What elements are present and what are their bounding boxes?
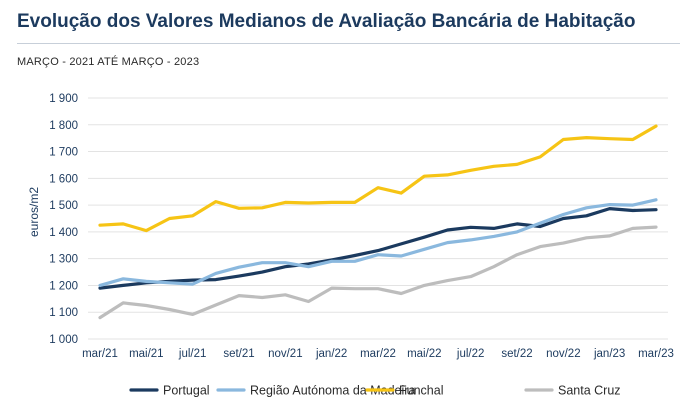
x-tick-label: nov/21	[268, 348, 303, 360]
legend: Portugal Região Autónoma da MadeiraFuncha…	[129, 384, 621, 398]
y-axis-ticks: 1 000 1 100 1 200 1 300 1 400 1 500 1 600 1 700…	[49, 93, 78, 346]
series-line-regiao-autonoma-da-madeira	[98, 198, 658, 287]
gridlines	[88, 97, 668, 340]
x-tick-label: jul/22	[456, 348, 485, 360]
x-tick-label: jul/21	[178, 348, 207, 360]
x-tick-label: set/21	[223, 348, 254, 360]
y-tick-label: 1 600	[49, 173, 78, 185]
legend-label-santa-cruz: Santa Cruz	[558, 384, 621, 398]
x-tick-label: mar/22	[360, 348, 396, 360]
y-tick-label: 1 700	[49, 147, 78, 159]
x-tick-label: jan/23	[593, 348, 625, 360]
chart-title: Evolução dos Valores Medianos de Avaliaç…	[17, 11, 636, 32]
x-tick-label: set/22	[501, 348, 532, 360]
y-axis-label: euros/m2	[27, 187, 41, 237]
y-tick-label: 1 100	[49, 307, 78, 319]
y-tick-label: 1 500	[49, 200, 78, 212]
x-tick-label: jan/22	[315, 348, 347, 360]
x-axis-ticks: mar/21 mai/21 jul/21 set/21 nov/21 jan/22 mar/…	[82, 348, 674, 360]
series-line-santa-cruz	[98, 225, 658, 320]
x-tick-label: mai/21	[129, 348, 164, 360]
x-tick-label: mai/22	[407, 348, 442, 360]
series-line-funchal	[98, 124, 658, 233]
chart-subtitle: MARÇO - 2021 ATÉ MARÇO - 2023	[17, 56, 200, 68]
legend-label-regiao-autonoma-da-madeira: Região Autónoma da Madeira	[250, 384, 415, 398]
legend-label-portugal: Portugal	[163, 384, 210, 398]
y-tick-label: 1 300	[49, 254, 78, 266]
y-tick-label: 1 800	[49, 120, 78, 132]
legend-label-funchal: Funchal	[399, 384, 443, 398]
x-tick-label: mar/23	[638, 348, 674, 360]
x-tick-label: mar/21	[82, 348, 118, 360]
x-tick-label: nov/22	[546, 348, 581, 360]
y-tick-label: 1 400	[49, 227, 78, 239]
y-tick-label: 1 900	[49, 93, 78, 105]
series-lines	[98, 124, 658, 320]
y-tick-label: 1 000	[49, 334, 78, 346]
y-tick-label: 1 200	[49, 280, 78, 292]
series-line-portugal	[98, 207, 658, 290]
title-divider	[17, 43, 680, 44]
